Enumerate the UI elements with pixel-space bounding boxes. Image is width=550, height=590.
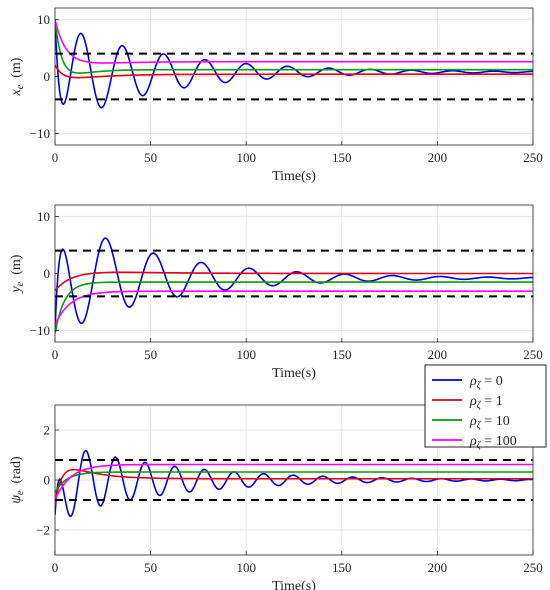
x-tick-label: 150 <box>332 150 352 165</box>
legend: ρζ = 0 ρζ = 1 ρζ = 10 ρζ = 100 <box>424 364 547 451</box>
series-line-rho100 <box>55 290 533 326</box>
legend-entries: ρζ = 0 ρζ = 1 ρζ = 10 ρζ = 100 <box>432 374 517 451</box>
series-line-rho1 <box>55 64 533 79</box>
series-line-rho10 <box>55 19 533 74</box>
legend-label-rho0: ρζ = 0 <box>469 374 503 391</box>
y-tick-label: −10 <box>30 323 50 338</box>
x-tick-label: 150 <box>332 560 352 575</box>
series-line-rho100 <box>55 19 533 64</box>
x-tick-label: 100 <box>236 150 256 165</box>
series-line-rho1 <box>55 468 533 506</box>
series-line-rho0 <box>55 449 533 518</box>
x-tick-label: 200 <box>428 347 448 362</box>
x-tick-label: 0 <box>52 347 59 362</box>
x-tick-label: 250 <box>523 560 543 575</box>
y-tick-label: −2 <box>36 523 50 538</box>
x-tick-label: 200 <box>428 560 448 575</box>
x-tick-label: 100 <box>236 347 256 362</box>
x-axis-label: Time(s) <box>272 169 316 184</box>
y-tick-label: 10 <box>37 209 50 224</box>
series-line-rho10 <box>55 281 533 334</box>
x-tick-label: 50 <box>144 150 157 165</box>
x-tick-label: 0 <box>52 150 59 165</box>
y-tick-label: 10 <box>37 12 50 27</box>
y-tick-label: 0 <box>44 266 51 281</box>
series-line-rho10 <box>55 471 533 493</box>
series-group <box>55 237 533 334</box>
x-tick-label: 50 <box>144 560 157 575</box>
x-tick-label: 250 <box>523 150 543 165</box>
y-axis-label: ψe (rad) <box>9 456 26 504</box>
series-group <box>55 449 533 518</box>
legend-label-rho10: ρζ = 10 <box>469 414 510 431</box>
x-tick-label: 0 <box>52 560 59 575</box>
x-tick-label: 150 <box>332 347 352 362</box>
x-tick-label: 100 <box>236 560 256 575</box>
series-line-rho100 <box>55 463 533 501</box>
x-axis-label: Time(s) <box>272 579 316 590</box>
y-axis-label: ye (m) <box>9 254 26 294</box>
legend-label-rho1: ρζ = 1 <box>469 394 503 411</box>
legend-box <box>424 364 547 448</box>
y-tick-label: 0 <box>44 473 51 488</box>
series-line-rho0 <box>55 237 533 331</box>
y-axis-label: xe (m) <box>9 57 26 96</box>
x-tick-label: 250 <box>523 347 543 362</box>
y-tick-label: 0 <box>44 69 51 84</box>
y-tick-label: 2 <box>44 423 51 438</box>
legend-label-rho100: ρζ = 100 <box>469 434 517 451</box>
series-group <box>55 19 533 109</box>
x-tick-label: 50 <box>144 347 157 362</box>
x-tick-label: 200 <box>428 150 448 165</box>
series-line-rho1 <box>55 271 533 292</box>
x-axis-label: Time(s) <box>272 366 316 381</box>
y-tick-label: −10 <box>30 126 50 141</box>
